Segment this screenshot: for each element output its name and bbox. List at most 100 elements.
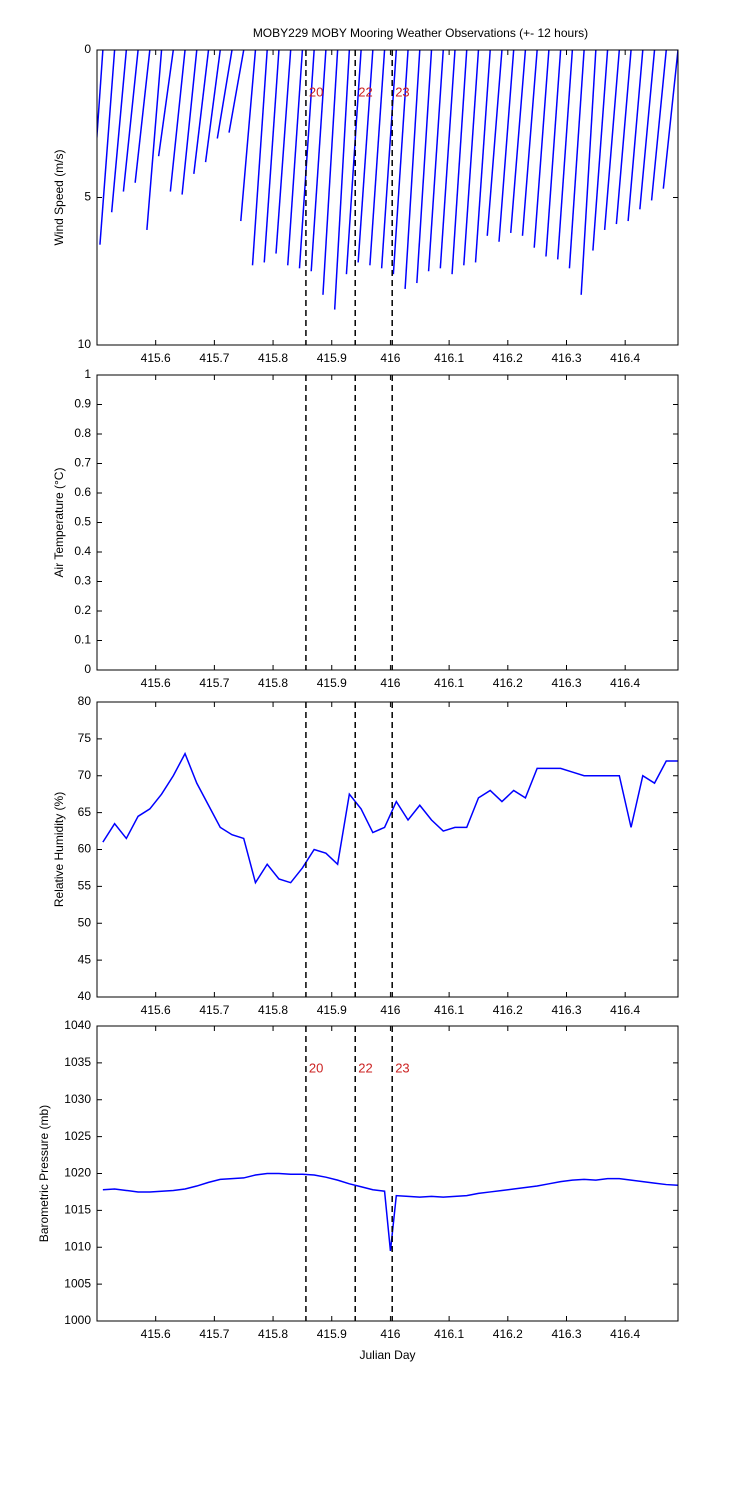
wind-stick <box>439 50 456 269</box>
x-tick-label: 416.2 <box>493 1327 523 1341</box>
wind-stick <box>451 50 468 275</box>
wind-stick <box>357 50 374 263</box>
x-tick-label: 416.3 <box>551 1327 581 1341</box>
y-tick-label: 0 <box>84 662 91 676</box>
wind-stick <box>298 50 315 269</box>
x-tick-label: 415.6 <box>141 676 171 690</box>
wind-stick <box>521 50 538 236</box>
x-tick-label: 416.1 <box>434 1327 464 1341</box>
wind-stick <box>204 50 221 163</box>
wind-stick <box>216 50 233 139</box>
x-tick-label: 415.8 <box>258 1327 288 1341</box>
wind-stick <box>310 50 327 272</box>
plot-frame <box>96 374 679 671</box>
event-label: 22 <box>358 1060 372 1075</box>
wind-stick <box>662 50 678 189</box>
chart-title: MOBY229 MOBY Mooring Weather Observation… <box>253 26 588 40</box>
y-tick-label: 1 <box>84 367 91 381</box>
wind-stick <box>380 50 398 269</box>
x-tick-label: 415.7 <box>199 351 229 365</box>
wind-stick <box>157 50 175 157</box>
x-tick-label: 416 <box>380 1003 400 1017</box>
plot-frame <box>96 701 679 998</box>
wind-stick <box>486 50 503 236</box>
wind-stick <box>533 50 550 248</box>
wind-stick <box>392 50 409 275</box>
x-tick-label: 415.9 <box>317 1327 347 1341</box>
y-tick-label: 0.2 <box>74 603 91 617</box>
y-tick-label: 1020 <box>64 1166 91 1180</box>
x-tick-label: 415.7 <box>199 676 229 690</box>
y-axis-label: Relative Humidity (%) <box>52 792 66 907</box>
wind-stick <box>110 50 128 213</box>
y-tick-label: 1015 <box>64 1203 91 1217</box>
wind-stick <box>286 50 304 266</box>
wind-stick <box>463 50 480 266</box>
wind-stick <box>404 50 421 289</box>
y-tick-label: 1035 <box>64 1055 91 1069</box>
event-label: 23 <box>395 84 409 99</box>
wind-stick <box>498 50 515 242</box>
plot-area <box>102 751 678 885</box>
y-tick-label: 45 <box>78 952 92 966</box>
y-tick-label: 1040 <box>64 1018 91 1032</box>
y-tick-label: 65 <box>78 805 92 819</box>
wind-stick <box>474 50 491 263</box>
event-label: 20 <box>309 84 323 99</box>
wind-stick <box>416 50 433 284</box>
y-axis-label: Wind Speed (m/s) <box>52 149 66 245</box>
y-tick-label: 1030 <box>64 1092 91 1106</box>
plot-frame <box>96 49 679 346</box>
x-tick-label: 416.4 <box>610 1003 640 1017</box>
x-tick-label: 415.9 <box>317 676 347 690</box>
x-tick-label: 416 <box>380 676 400 690</box>
wind-stick <box>592 50 609 251</box>
wind-stick <box>369 50 386 266</box>
plot-area <box>97 50 678 310</box>
wind-stick <box>322 50 339 295</box>
event-label: 23 <box>395 1060 409 1075</box>
y-tick-label: 0.1 <box>74 633 91 647</box>
y-tick-label: 0.9 <box>74 397 91 411</box>
wind-stick <box>240 50 257 222</box>
wind-stick <box>275 50 292 254</box>
x-tick-label: 416.2 <box>493 351 523 365</box>
y-tick-label: 80 <box>78 694 92 708</box>
wind-stick <box>146 50 163 231</box>
x-tick-label: 416.2 <box>493 1003 523 1017</box>
x-tick-label: 416.4 <box>610 676 640 690</box>
plot-area <box>102 1172 678 1252</box>
y-tick-label: 1025 <box>64 1129 91 1143</box>
y-tick-label: 70 <box>78 768 92 782</box>
wind-stick <box>615 50 632 225</box>
wind-stick <box>627 50 644 222</box>
x-tick-label: 415.9 <box>317 1003 347 1017</box>
wind-stick <box>650 50 668 201</box>
wind-stick <box>603 50 621 231</box>
y-axis-label: Air Temperature (°C) <box>52 468 66 578</box>
x-tick-label: 416.3 <box>551 1003 581 1017</box>
x-tick-label: 415.6 <box>141 1003 171 1017</box>
event-label: 20 <box>309 1060 323 1075</box>
y-tick-label: 0.8 <box>74 426 91 440</box>
y-tick-label: 10 <box>78 337 92 351</box>
y-tick-label: 0.3 <box>74 574 91 588</box>
wind-stick <box>169 50 186 192</box>
line-series <box>102 1172 678 1252</box>
x-tick-label: 416.4 <box>610 1327 640 1341</box>
x-axis-label: Julian Day <box>359 1348 415 1362</box>
y-tick-label: 5 <box>84 190 91 204</box>
wind-stick <box>568 50 585 269</box>
y-axis-label: Barometric Pressure (mb) <box>37 1105 51 1242</box>
y-tick-label: 0.6 <box>74 485 91 499</box>
x-tick-label: 416.3 <box>551 676 581 690</box>
y-tick-label: 0.5 <box>74 515 91 529</box>
x-tick-label: 415.7 <box>199 1003 229 1017</box>
x-tick-label: 416.4 <box>610 351 640 365</box>
x-tick-label: 416.1 <box>434 1003 464 1017</box>
line-series <box>102 751 678 885</box>
wind-stick <box>181 50 198 195</box>
